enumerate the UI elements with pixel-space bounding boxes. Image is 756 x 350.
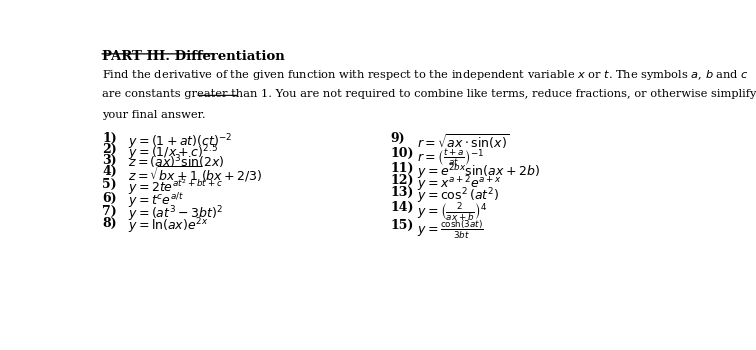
Text: 5): 5) bbox=[102, 177, 116, 190]
Text: 2): 2) bbox=[102, 143, 117, 156]
Text: your final answer.: your final answer. bbox=[102, 110, 206, 120]
Text: $y = \frac{\cosh(3at)}{3bt}$: $y = \frac{\cosh(3at)}{3bt}$ bbox=[417, 218, 483, 241]
Text: are constants greater than 1. You are not required to combine like terms, reduce: are constants greater than 1. You are no… bbox=[102, 89, 756, 99]
Text: 3): 3) bbox=[102, 154, 116, 167]
Text: $y = x^{a+2}e^{a+x}$: $y = x^{a+2}e^{a+x}$ bbox=[417, 174, 501, 194]
Text: $y = (1/x + c)^{2.5}$: $y = (1/x + c)^{2.5}$ bbox=[129, 143, 218, 163]
Text: $y = (1 + at)(ct)^{-2}$: $y = (1 + at)(ct)^{-2}$ bbox=[129, 132, 233, 152]
Text: $y = \cos^2(at^2)$: $y = \cos^2(at^2)$ bbox=[417, 186, 499, 206]
Text: Find the derivative of the given function with respect to the independent variab: Find the derivative of the given functio… bbox=[102, 68, 749, 82]
Text: $y = 2te^{at^2+bt+c}$: $y = 2te^{at^2+bt+c}$ bbox=[129, 177, 223, 197]
Text: 15): 15) bbox=[390, 218, 414, 231]
Text: 4): 4) bbox=[102, 164, 117, 177]
Text: $y = (at^3 - 3bt)^2$: $y = (at^3 - 3bt)^2$ bbox=[129, 204, 224, 224]
Text: PART III. Differentiation: PART III. Differentiation bbox=[102, 50, 285, 63]
Text: 7): 7) bbox=[102, 204, 117, 217]
Text: 12): 12) bbox=[390, 174, 414, 187]
Text: 8): 8) bbox=[102, 217, 116, 230]
Text: $y = t^c e^{a/t}$: $y = t^c e^{a/t}$ bbox=[129, 191, 184, 211]
Text: $y = \ln(ax)e^{2x}$: $y = \ln(ax)e^{2x}$ bbox=[129, 217, 209, 236]
Text: 13): 13) bbox=[390, 186, 414, 199]
Text: 14): 14) bbox=[390, 201, 414, 214]
Text: 11): 11) bbox=[390, 162, 414, 175]
Text: $y = e^{2bx} \sin(ax + 2b)$: $y = e^{2bx} \sin(ax + 2b)$ bbox=[417, 162, 540, 181]
Text: $r = \left(\frac{t+a}{at}\right)^{-1}$: $r = \left(\frac{t+a}{at}\right)^{-1}$ bbox=[417, 147, 484, 168]
Text: $r = \sqrt{ax \cdot \sin(x)}$: $r = \sqrt{ax \cdot \sin(x)}$ bbox=[417, 132, 510, 151]
Text: 9): 9) bbox=[390, 132, 405, 145]
Text: $z = \sqrt{bx+1}\,(bx + 2/3)$: $z = \sqrt{bx+1}\,(bx + 2/3)$ bbox=[129, 164, 263, 184]
Text: $y = \left(\frac{2}{ax+b}\right)^4$: $y = \left(\frac{2}{ax+b}\right)^4$ bbox=[417, 201, 487, 224]
Text: 6): 6) bbox=[102, 191, 116, 204]
Text: 10): 10) bbox=[390, 147, 414, 160]
Text: 1): 1) bbox=[102, 132, 117, 145]
Text: $z = (ax)^3 \sin(2x)$: $z = (ax)^3 \sin(2x)$ bbox=[129, 154, 225, 172]
